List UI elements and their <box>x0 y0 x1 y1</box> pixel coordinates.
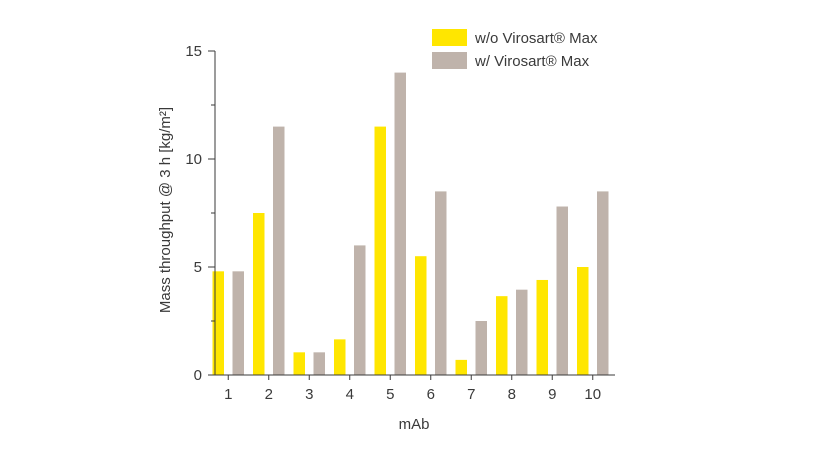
bar-with-virosart-mab-2 <box>273 126 285 375</box>
x-tick-label-10: 10 <box>584 386 601 403</box>
bar-without-virosart-mab-8 <box>496 296 508 375</box>
x-tick-label-9: 9 <box>548 386 556 403</box>
x-tick-label-3: 3 <box>305 386 313 403</box>
bar-without-virosart-mab-6 <box>415 256 427 375</box>
bar-without-virosart-mab-1 <box>212 271 224 375</box>
legend: w/o Virosart® Max w/ Virosart® Max <box>432 29 598 70</box>
x-tick-label-6: 6 <box>427 386 435 403</box>
bar-without-virosart-mab-4 <box>334 339 346 375</box>
bar-without-virosart-mab-9 <box>536 279 548 375</box>
x-tick-label-4: 4 <box>346 386 354 403</box>
y-tick-label-0: 0 <box>194 367 202 384</box>
bar-with-virosart-mab-10 <box>597 191 609 375</box>
bars-group <box>212 72 609 375</box>
bar-without-virosart-mab-2 <box>253 213 265 375</box>
bar-without-virosart-mab-7 <box>455 359 467 375</box>
bar-without-virosart-mab-5 <box>374 126 386 375</box>
y-axis-title: Mass throughput @ 3 h [kg/m²] <box>157 107 174 313</box>
bar-without-virosart-mab-10 <box>577 267 589 375</box>
y-ticks-group: 0 5 10 15 <box>185 43 215 384</box>
x-ticks-group: 1 2 3 4 5 6 7 8 9 10 <box>224 375 601 403</box>
x-axis-title: mAb <box>399 416 430 433</box>
bar-without-virosart-mab-3 <box>293 352 305 375</box>
bar-with-virosart-mab-7 <box>475 321 487 375</box>
x-tick-label-1: 1 <box>224 386 232 403</box>
bar-with-virosart-mab-9 <box>556 206 568 375</box>
bar-with-virosart-mab-5 <box>394 72 406 375</box>
x-tick-label-8: 8 <box>508 386 516 403</box>
bar-with-virosart-mab-4 <box>354 245 366 375</box>
bar-with-virosart-mab-8 <box>516 289 528 375</box>
legend-label-without-virosart: w/o Virosart® Max <box>474 30 598 47</box>
x-tick-label-2: 2 <box>265 386 273 403</box>
bar-with-virosart-mab-1 <box>232 271 244 375</box>
legend-label-with-virosart: w/ Virosart® Max <box>474 53 590 70</box>
x-tick-label-5: 5 <box>386 386 394 403</box>
y-tick-label-15: 15 <box>185 43 202 60</box>
y-tick-label-5: 5 <box>194 259 202 276</box>
legend-swatch-without-virosart <box>432 29 467 46</box>
bar-with-virosart-mab-3 <box>313 352 325 375</box>
y-tick-label-10: 10 <box>185 151 202 168</box>
legend-swatch-with-virosart <box>432 52 467 69</box>
x-tick-label-7: 7 <box>467 386 475 403</box>
bar-with-virosart-mab-6 <box>435 191 447 375</box>
